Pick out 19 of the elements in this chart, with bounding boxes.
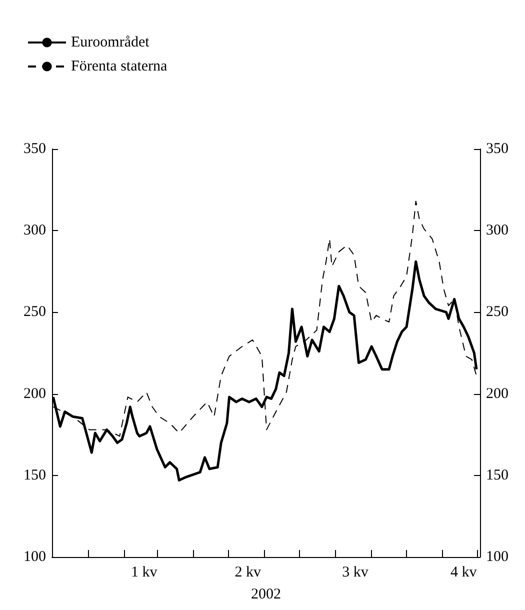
y2-tick-label: 150	[486, 467, 508, 484]
y2-tick-label: 100	[486, 549, 508, 565]
x-tick-label: 2 kv	[234, 564, 262, 580]
y2-tick-label: 200	[486, 386, 508, 402]
y-tick-label: 100	[24, 549, 46, 565]
y2-tick-label: 250	[486, 304, 508, 320]
x-axis-title: 2002	[251, 586, 281, 602]
y-tick-label: 250	[24, 304, 46, 320]
y-tick-label: 150	[24, 467, 46, 484]
legend-label: Euroområdet	[71, 34, 150, 50]
legend-label: Förenta staterna	[71, 58, 168, 74]
y2-tick-label: 300	[486, 222, 508, 239]
x-tick-label: 1 kv	[131, 564, 158, 580]
y2-tick-label: 350	[486, 141, 508, 157]
y-tick-label: 200	[24, 386, 46, 402]
x-tick-label: 3 kv	[342, 564, 369, 580]
y-tick-label: 350	[24, 141, 46, 157]
x-tick-label: 4 kv	[450, 564, 478, 580]
y-tick-label: 300	[24, 222, 46, 239]
